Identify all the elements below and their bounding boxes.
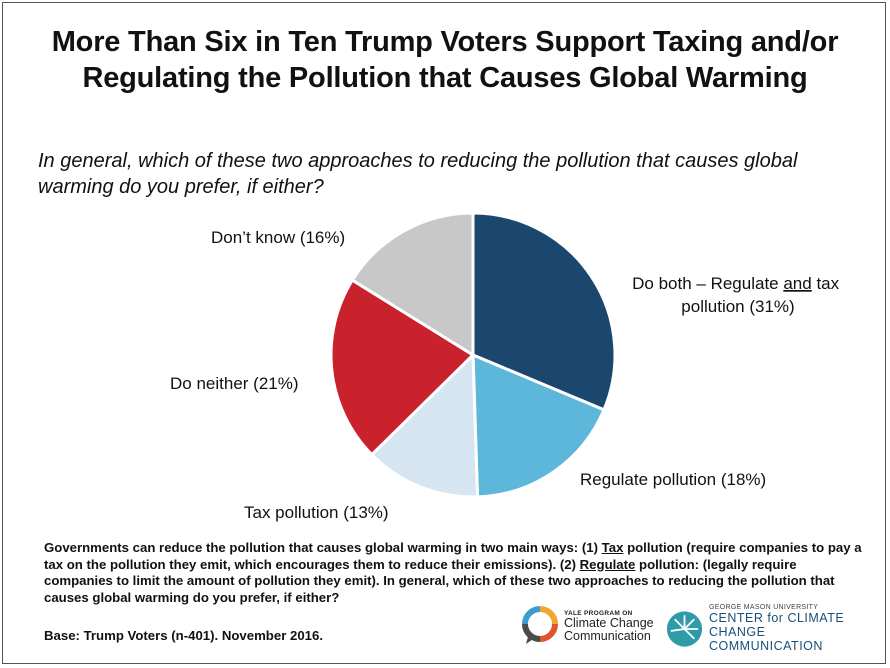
- gmu-line-2: COMMUNICATION: [709, 639, 823, 653]
- yale-speech-bubble-icon: [522, 606, 558, 644]
- slice-label-both: Do both – Regulate and tax pollution (31…: [632, 274, 844, 316]
- yale-small-text: YALE PROGRAM ON: [564, 609, 633, 617]
- pie-slice-regulate: [471, 352, 606, 499]
- slice-label-tax: Tax pollution (13%): [244, 503, 389, 522]
- slice-label-regulate: Regulate pollution (18%): [580, 470, 766, 489]
- chart-title: More Than Six in Ten Trump Voters Suppor…: [0, 24, 890, 96]
- label-both-post: tax: [812, 274, 840, 293]
- gmu-small-text: GEORGE MASON UNIVERSITY: [709, 604, 819, 611]
- label-both-line2: pollution (31%): [681, 297, 794, 316]
- title-line-1: More Than Six in Ten Trump Voters Suppor…: [51, 26, 839, 58]
- survey-question: In general, which of these two approache…: [38, 150, 798, 198]
- base-note: Base: Trump Voters (n-401). November 201…: [44, 628, 323, 643]
- slice-label-neither: Do neither (21%): [170, 374, 299, 393]
- note-tax-word: Tax: [601, 540, 624, 555]
- pie-slice-dontknow: [350, 211, 475, 358]
- label-both-line1: Do both – Regulate and tax: [632, 274, 839, 293]
- pie-slice-tax: [369, 351, 480, 499]
- gmu-circle-icon: [666, 610, 703, 647]
- slice-label-dontknow: Don’t know (16%): [211, 228, 345, 247]
- question-explanation: Governments can reduce the pollution tha…: [44, 540, 864, 606]
- title-line-2: Regulating the Pollution that Causes Glo…: [82, 62, 808, 94]
- note-regulate-word: Regulate: [579, 556, 636, 572]
- pie-slice-both: [471, 211, 617, 412]
- gmu-logo: GEORGE MASON UNIVERSITY CENTER for CLIMA…: [666, 604, 890, 653]
- label-both-pre: Do both – Regulate: [632, 274, 783, 293]
- label-both-underlined: and: [783, 274, 811, 293]
- yale-line-1: Climate Change: [564, 615, 654, 630]
- note-part-1: Governments can reduce the pollution tha…: [44, 540, 602, 555]
- yale-line-2: Communication: [564, 628, 651, 643]
- yale-logo: YALE PROGRAM ON Climate Change Communica…: [522, 606, 654, 646]
- note-part-3: pollution: (legally require companies to…: [44, 556, 835, 605]
- gmu-line-1: CENTER for CLIMATE CHANGE: [709, 611, 845, 639]
- pie-slice-neither: [329, 278, 476, 457]
- note-part-2: pollution (require companies to pay a ta…: [44, 540, 862, 572]
- pie-slices: [329, 211, 617, 499]
